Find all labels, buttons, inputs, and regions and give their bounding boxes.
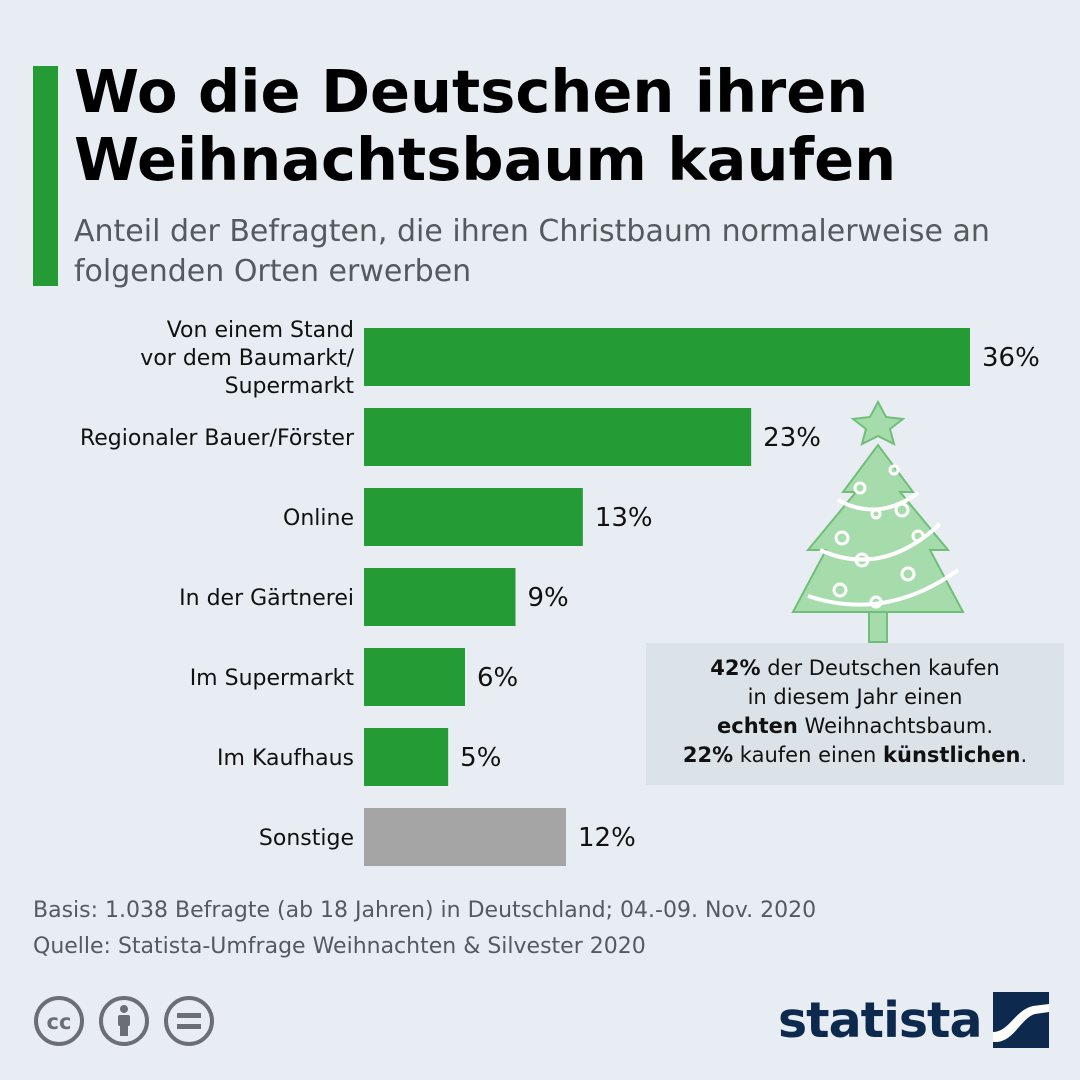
- footnote-source: Quelle: Statista-Umfrage Weihnachten & S…: [33, 934, 646, 959]
- chart-subtitle: Anteil der Befragten, die ihren Christba…: [74, 214, 990, 289]
- value-label: 12%: [578, 823, 636, 853]
- license-icons: cc: [34, 996, 214, 1046]
- info-line-2: in diesem Jahr einen: [747, 685, 963, 709]
- bar: [364, 728, 449, 786]
- footnote-basis: Basis: 1.038 Befragte (ab 18 Jahren) in …: [33, 898, 817, 923]
- category-label: Im Supermarkt: [190, 666, 355, 691]
- bar-chart: Von einem Stand vor dem Baumarkt/Supermar…: [80, 318, 1040, 866]
- svg-text:cc: cc: [47, 1010, 72, 1034]
- value-labels: 36% 23% 13% 9% 6% 5% 12%: [460, 343, 1040, 853]
- bar: [364, 568, 516, 626]
- info-line-4: 22% kaufen einen künstlichen.: [682, 743, 1028, 767]
- bars: [364, 328, 970, 866]
- attribution-icon[interactable]: [99, 996, 149, 1046]
- info-real-share: 42%: [710, 656, 761, 680]
- bar: [364, 328, 970, 386]
- cc-icon[interactable]: cc: [34, 996, 84, 1046]
- bar: [364, 808, 566, 866]
- value-label: 36%: [982, 343, 1040, 373]
- value-label: 6%: [477, 663, 518, 693]
- info-line-1: 42% der Deutschen kaufen: [710, 656, 1000, 680]
- category-labels: Von einem Stand vor dem Baumarkt/Supermar…: [80, 318, 355, 851]
- statista-logo-icon: [993, 992, 1049, 1048]
- statista-logo[interactable]: statista: [778, 988, 1058, 1054]
- category-label: In der Gärtnerei: [179, 586, 354, 611]
- value-label: 5%: [460, 743, 501, 773]
- category-label: Von einem Stand vor dem Baumarkt/Supermar…: [140, 318, 354, 399]
- footnote: Basis: 1.038 Befragte (ab 18 Jahren) in …: [33, 893, 816, 965]
- info-box: 42% der Deutschen kaufen in diesem Jahr …: [646, 643, 1064, 785]
- chart-title: Wo die Deutschen ihren Weihnachtsbaum ka…: [74, 57, 897, 194]
- category-label: Sonstige: [259, 826, 354, 851]
- bar: [364, 648, 465, 706]
- bar: [364, 488, 583, 546]
- category-label: Im Kaufhaus: [217, 746, 354, 771]
- info-artificial-share: 22%: [682, 743, 734, 767]
- info-line-3: echten Weihnachtsbaum.: [717, 714, 993, 738]
- no-derivatives-icon[interactable]: [164, 996, 214, 1046]
- category-label: Online: [283, 506, 354, 531]
- category-label: Regionaler Bauer/Förster: [80, 426, 355, 451]
- accent-bar: [33, 66, 58, 286]
- value-label: 9%: [528, 583, 569, 613]
- bar: [364, 408, 752, 466]
- value-label: 23%: [763, 423, 821, 453]
- christmas-tree-icon: [791, 400, 965, 643]
- value-label: 13%: [595, 503, 653, 533]
- brand-name: statista: [778, 992, 983, 1049]
